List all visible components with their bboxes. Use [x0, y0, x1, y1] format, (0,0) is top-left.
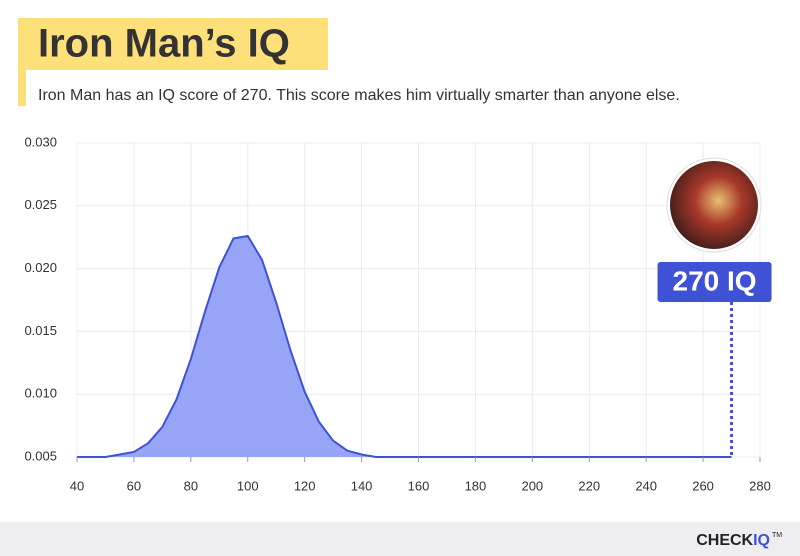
brand-accent: IQ	[753, 532, 770, 549]
x-tick-label: 60	[127, 478, 141, 493]
x-tick-label: 180	[465, 478, 487, 493]
line	[77, 234, 732, 458]
chart-subtitle: Iron Man has an IQ score of 270. This sc…	[38, 87, 680, 104]
avatar-image	[670, 161, 758, 249]
x-tick-label: 220	[578, 478, 600, 493]
area-fill	[77, 235, 732, 457]
brand-logo: CHECKIQ	[696, 532, 770, 549]
annotation-label: 270 IQ	[673, 265, 757, 296]
x-tick-label: 260	[692, 478, 714, 493]
footer-bar	[0, 522, 800, 556]
y-tick-label: 0.020	[24, 260, 57, 275]
brand: CHECK	[696, 532, 753, 549]
x-tick-label: 100	[237, 478, 259, 493]
y-tick-label: 0.010	[24, 386, 57, 401]
annotation-box	[657, 262, 772, 302]
x-tick-label: 80	[184, 478, 198, 493]
x-tick-label: 160	[408, 478, 430, 493]
x-tick-label: 280	[749, 478, 771, 493]
plot: 270 IQ	[77, 234, 772, 458]
x-tick-label: 200	[521, 478, 543, 493]
trademark: TM	[772, 532, 782, 539]
x-tick-label: 240	[635, 478, 657, 493]
chart-title: Iron Man’s IQ	[38, 22, 290, 66]
y-tick-label: 0.025	[24, 197, 57, 212]
y-tick-label: 0.005	[24, 448, 57, 463]
title-box	[18, 18, 328, 70]
y-tick-label: 0.030	[24, 134, 57, 149]
x-tick-label: 120	[294, 478, 316, 493]
x-tick-label: 40	[70, 478, 84, 493]
y-tick-label: 0.015	[24, 323, 57, 338]
x-tick-label: 140	[351, 478, 373, 493]
